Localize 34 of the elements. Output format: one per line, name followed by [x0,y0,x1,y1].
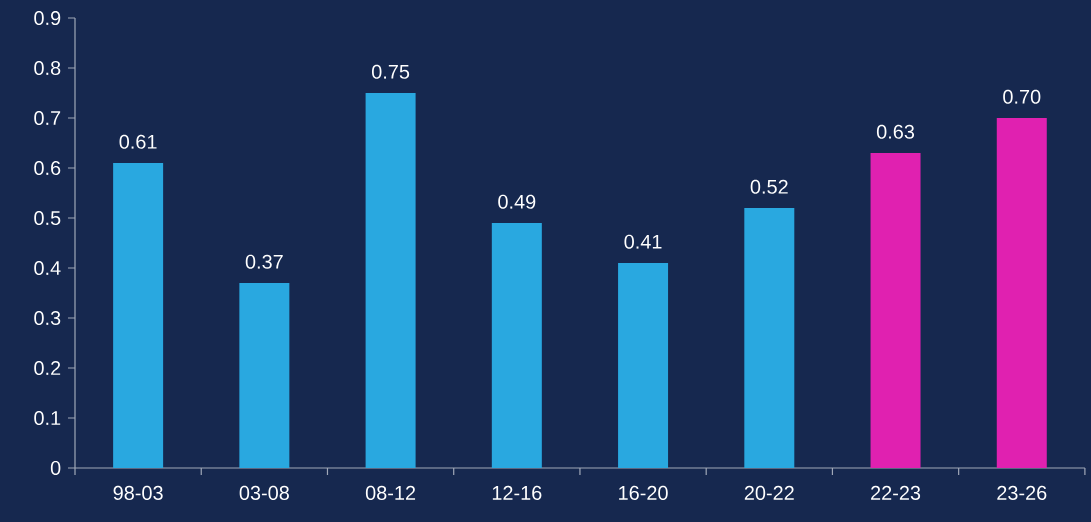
y-tick-label: 0.2 [34,360,61,376]
bar [870,153,921,468]
y-tick-label: 0.1 [34,410,61,426]
data-label: 0.49 [498,194,536,209]
bar [491,223,542,468]
x-tick-label: 03-08 [239,485,289,500]
data-label: 0.37 [245,254,283,269]
bar [113,163,164,468]
bar [365,93,416,468]
x-tick-label: 12-16 [492,485,542,500]
bar [618,263,669,468]
y-tick-label: 0.8 [34,60,61,76]
y-tick-label: 0.7 [34,110,61,126]
data-label: 0.70 [1003,89,1041,104]
bar [744,208,795,468]
x-tick-label: 20-22 [744,485,794,500]
bar [996,118,1047,468]
data-label: 0.61 [119,134,157,149]
x-tick-label: 98-03 [113,485,163,500]
y-tick-label: 0 [50,460,61,476]
y-tick-label: 0.3 [34,310,61,326]
data-label: 0.63 [876,124,915,139]
x-tick-label: 08-12 [365,485,416,500]
data-label: 0.75 [371,64,410,79]
x-tick-label: 23-26 [997,485,1047,500]
y-tick-label: 0.6 [34,160,61,176]
y-tick-label: 0.4 [34,260,61,276]
data-label: 0.41 [624,234,662,249]
y-tick-label: 0.9 [34,10,61,26]
data-label: 0.52 [750,179,788,194]
x-tick-label: 16-20 [619,485,668,500]
bar [239,283,290,468]
y-tick-label: 0.5 [34,210,61,226]
x-tick-label: 22-23 [871,485,921,500]
